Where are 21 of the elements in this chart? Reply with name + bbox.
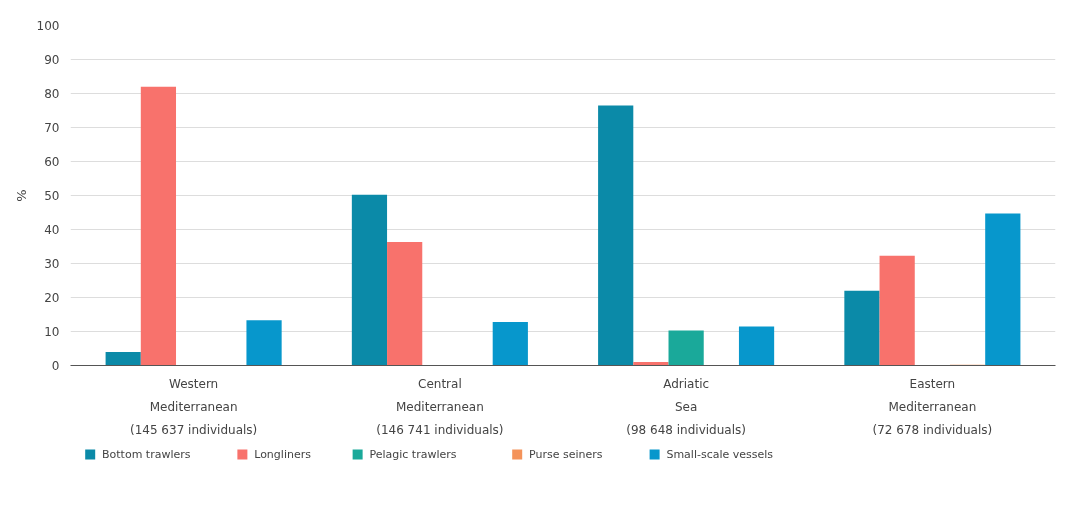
y-tick-label: 0 [51, 359, 60, 373]
y-tick-label: 100 [36, 19, 60, 33]
y-tick-label: 90 [44, 53, 60, 67]
category-label: Central Mediterranean (146 741 individuals) [376, 376, 504, 437]
legend-label: Purse seiners [529, 448, 603, 461]
y-tick-label: 80 [44, 87, 60, 101]
y-tick-label: 30 [44, 257, 60, 271]
y-tick-label: 40 [44, 223, 60, 237]
legend-label: Longliners [254, 448, 312, 461]
legend-label: Small-scale vessels [666, 448, 774, 461]
y-tick-label: 20 [44, 291, 60, 305]
category-label: Eastern Mediterranean (72 678 individuals) [872, 376, 993, 437]
y-tick-label: 60 [44, 155, 60, 169]
legend-label: Pelagic trawlers [369, 448, 457, 461]
y-tick-label: 10 [44, 325, 60, 339]
category-label: Western Mediterranean (145 637 individuals) [129, 376, 258, 437]
legend-label: Bottom trawlers [102, 448, 191, 461]
y-tick-label: 70 [44, 121, 60, 135]
y-axis-title: % [13, 189, 29, 202]
category-label: Adriatic Sea (98 648 individuals) [626, 376, 746, 437]
y-tick-label: 50 [44, 189, 60, 203]
